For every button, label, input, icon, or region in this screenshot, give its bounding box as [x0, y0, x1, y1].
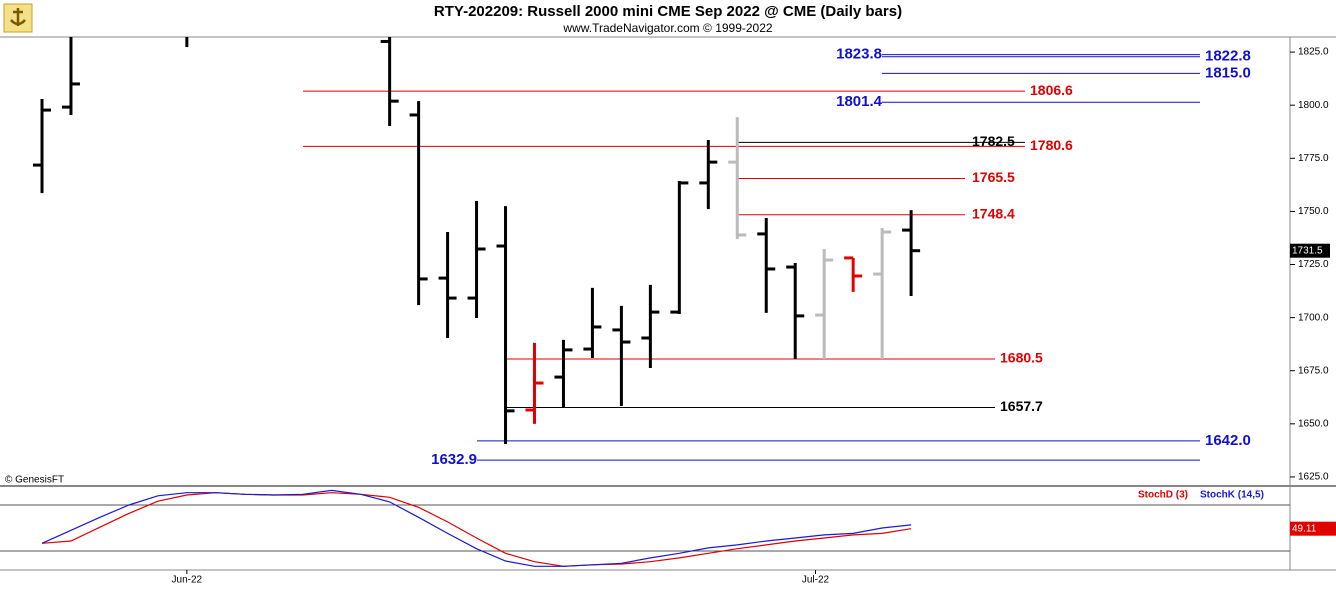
- y-tick-label: 1775.0: [1298, 153, 1329, 164]
- level-label: 1806.6: [1030, 82, 1073, 98]
- copyright: © GenesisFT: [5, 475, 64, 486]
- y-tick-label: 1725.0: [1298, 259, 1329, 270]
- indicator-line: [41, 492, 912, 567]
- level-label: 1822.8: [1205, 48, 1251, 65]
- x-tick-label: Jun-22: [172, 575, 203, 586]
- y-tick-label: 1800.0: [1298, 100, 1329, 111]
- y-tick-label: 1825.0: [1298, 47, 1329, 58]
- legend-entry: StochD (3): [1138, 490, 1188, 501]
- level-label: 1823.8: [836, 46, 882, 63]
- x-tick-label: Jul-22: [802, 575, 830, 586]
- level-label: 1782.5: [972, 133, 1015, 149]
- y-tick-label: 1650.0: [1298, 418, 1329, 429]
- indicator-value-box: [1290, 521, 1336, 536]
- level-label: 1765.5: [972, 169, 1015, 185]
- chart-title: RTY-202209: Russell 2000 mini CME Sep 20…: [434, 3, 902, 20]
- chart-subtitle: www.TradeNavigator.com © 1999-2022: [562, 21, 772, 35]
- y-tick-label: 1750.0: [1298, 206, 1329, 217]
- legend-entry: StochK (14,5): [1200, 490, 1264, 501]
- price-panel: [33, 37, 1200, 461]
- level-label: 1680.5: [1000, 350, 1043, 366]
- logo: [3, 3, 33, 33]
- level-label: 1632.9: [431, 451, 477, 468]
- indicator-value-label: 49.11: [1292, 523, 1317, 534]
- level-label: 1801.4: [836, 93, 883, 110]
- level-label: 1642.0: [1205, 432, 1251, 449]
- last-price-label: 1731.5: [1292, 245, 1323, 256]
- level-label: 1748.4: [972, 206, 1015, 222]
- y-tick-label: 1675.0: [1298, 365, 1329, 376]
- y-tick-label: 1625.0: [1298, 472, 1329, 483]
- indicator-line: [41, 489, 912, 567]
- level-label: 1657.7: [1000, 398, 1043, 414]
- y-tick-label: 1700.0: [1298, 312, 1329, 323]
- level-label: 1780.6: [1030, 137, 1073, 153]
- last-price-box: [1290, 243, 1330, 258]
- level-label: 1815.0: [1205, 64, 1251, 81]
